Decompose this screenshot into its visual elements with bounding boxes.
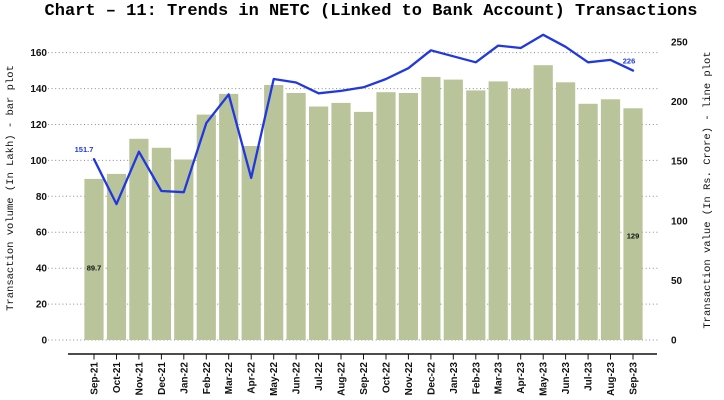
x-tick-label: Apr-22 [247, 362, 258, 394]
x-tick-label: Mar-23 [494, 362, 505, 395]
x-tick-label: Oct-22 [382, 362, 393, 394]
bar [353, 111, 374, 341]
right-axis-title: Transaction value (In Rs. Crore) - line … [702, 51, 714, 329]
x-tick-label: Jun-23 [561, 362, 572, 395]
x-tick-label: Feb-23 [471, 362, 482, 395]
x-tick-label: Sep-21 [90, 362, 101, 395]
bar [84, 178, 104, 340]
bar [421, 76, 441, 341]
left-tick-label: 60 [36, 228, 48, 239]
right-tick-label: 250 [671, 38, 688, 49]
trend-line [92, 33, 635, 206]
bar [398, 93, 418, 340]
annotation-bar-Sep-23: 129 [627, 232, 640, 241]
bar [556, 82, 576, 341]
right-tick-label: 100 [671, 216, 688, 227]
x-tick-label: Sep-23 [629, 362, 640, 395]
left-tick-label: 0 [41, 336, 47, 347]
x-tick-label: Dec-22 [426, 362, 437, 395]
x-tick-label: Oct-21 [112, 362, 123, 394]
bar [466, 90, 486, 341]
x-tick-label: Aug-23 [606, 362, 617, 396]
x-tick-label: Nov-22 [404, 362, 415, 396]
x-tick-label: May-23 [539, 362, 550, 396]
x-tick-label: Feb-22 [202, 362, 213, 395]
bar [106, 173, 127, 340]
x-tick-label: Jun-22 [292, 362, 303, 395]
chart-title: Chart – 11: Trends in NETC (Linked to Ba… [44, 2, 698, 21]
annotation-line-Sep-23: 226 [623, 57, 636, 66]
left-tick-label: 140 [30, 84, 47, 95]
bar [623, 108, 643, 340]
x-tick-label: Jul-22 [314, 362, 325, 391]
x-tick-label: May-22 [269, 362, 280, 396]
x-tick-label: Mar-22 [224, 362, 235, 395]
right-tick-label: 200 [671, 97, 688, 108]
x-tick-label: Jan-22 [179, 362, 190, 394]
bar [264, 85, 284, 340]
left-axis-title: Transaction volume (In Lakh) - bar plot [5, 65, 17, 311]
bar [488, 81, 508, 341]
left-tick-label: 120 [30, 120, 47, 131]
bar [174, 159, 194, 340]
x-tick-label: Apr-23 [516, 362, 527, 394]
x-tick-label: Jan-23 [449, 362, 460, 394]
bar [511, 88, 531, 340]
bar [376, 92, 396, 340]
right-tick-label: 150 [671, 157, 688, 168]
right-tick-label: 0 [671, 336, 677, 347]
bar [196, 114, 216, 340]
bar [443, 79, 463, 340]
annotation-bar-Sep-21: 89.7 [87, 264, 102, 273]
bar [309, 106, 329, 340]
x-tick-label: Aug-22 [337, 362, 348, 396]
bar [533, 65, 553, 340]
x-tick-label: Sep-22 [359, 362, 370, 395]
annotation-line-Sep-21: 151.7 [75, 145, 94, 154]
bar [331, 102, 351, 341]
bar [600, 99, 621, 340]
x-tick-label: Dec-21 [157, 362, 168, 395]
left-tick-label: 100 [30, 156, 47, 167]
right-tick-label: 50 [671, 276, 683, 287]
left-tick-label: 160 [30, 48, 47, 59]
bar [578, 103, 598, 340]
x-tick-label: Jul-23 [584, 362, 595, 391]
bar [129, 138, 149, 340]
bar [219, 93, 239, 341]
bar [151, 147, 171, 340]
bar [286, 93, 306, 340]
bar [241, 146, 261, 340]
left-tick-label: 40 [36, 264, 48, 275]
left-tick-label: 80 [36, 192, 48, 203]
left-tick-label: 20 [36, 300, 48, 311]
x-tick-label: Nov-21 [134, 362, 145, 396]
